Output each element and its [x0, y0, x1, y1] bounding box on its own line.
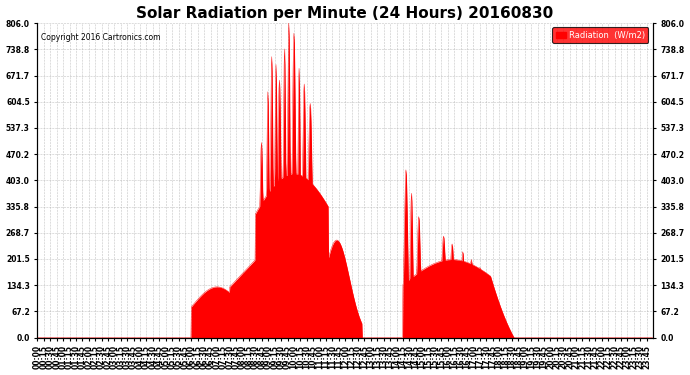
Title: Solar Radiation per Minute (24 Hours) 20160830: Solar Radiation per Minute (24 Hours) 20… [137, 6, 553, 21]
Text: Copyright 2016 Cartronics.com: Copyright 2016 Cartronics.com [41, 33, 160, 42]
Legend: Radiation  (W/m2): Radiation (W/m2) [552, 27, 649, 43]
